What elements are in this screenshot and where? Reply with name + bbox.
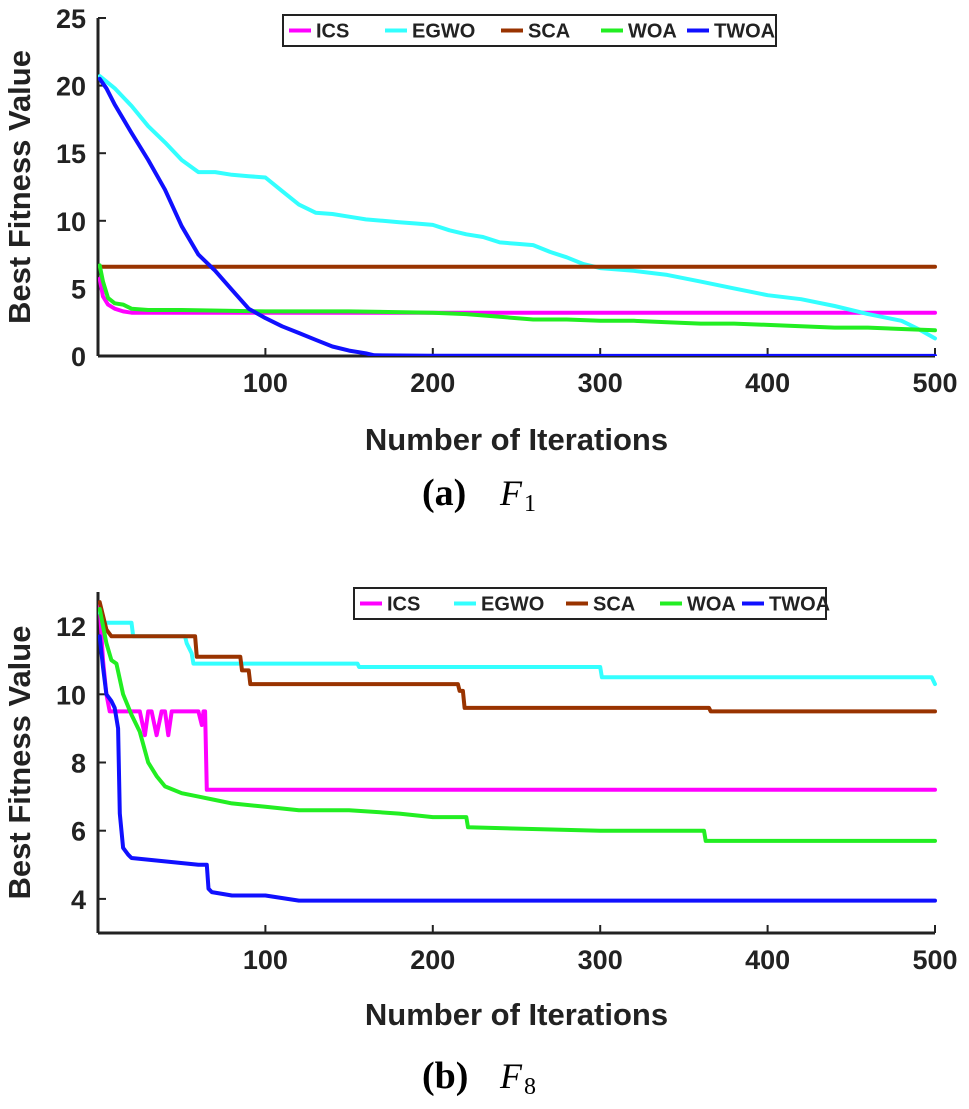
y-tick-label: 8: [71, 749, 86, 779]
caption-subscript: 1: [524, 491, 536, 517]
x-tick-label: 200: [410, 945, 455, 975]
legend-label-twoa: TWOA: [714, 21, 775, 43]
series-line-woa: [98, 607, 937, 843]
legend-label-egwo: EGWO: [412, 21, 475, 43]
x-tick-label: 400: [745, 945, 790, 975]
panel-caption: (a) F 1: [422, 472, 536, 517]
series-line-ics: [98, 276, 937, 315]
y-tick-label: 15: [56, 139, 86, 169]
legend-label-twoa: TWOA: [769, 594, 830, 616]
y-tick-label: 0: [71, 342, 86, 372]
series-line-sca: [98, 600, 937, 714]
y-tick-label: 5: [71, 274, 86, 304]
x-tick-label: 500: [912, 368, 957, 398]
series-group: [98, 74, 937, 356]
series-line-ics: [98, 603, 937, 792]
series-group: [98, 600, 937, 903]
y-tick-label: 6: [71, 817, 86, 847]
x-tick-label: 100: [243, 945, 288, 975]
y-tick-label: 20: [56, 72, 86, 102]
legend: ICS EGWO SCA WOA TWOA: [282, 14, 777, 47]
caption-function: F: [499, 473, 523, 513]
y-tick-label: 12: [56, 612, 86, 642]
legend: ICS EGWO SCA WOA TWOA: [353, 587, 830, 620]
series-line-woa: [98, 263, 937, 333]
x-tick-label: 300: [578, 945, 623, 975]
y-tick-label: 10: [56, 680, 86, 710]
caption-subscript: 8: [524, 1074, 536, 1100]
y-tick-label: 10: [56, 207, 86, 237]
legend-label-ics: ICS: [387, 594, 420, 616]
series-line-twoa: [98, 76, 937, 356]
chart-panel-a: 100 200 300 400 500 0 5 10 15 20 25 Number of Itera…: [2, 4, 958, 517]
legend-label-sca: SCA: [528, 21, 570, 43]
chart-panel-b: 100 200 300 400 500 4 6 8 10 12 Number of Iteratio…: [2, 587, 958, 1100]
x-tick-label: 200: [410, 368, 455, 398]
y-tick-label: 4: [71, 885, 86, 915]
y-axis-label: Best Fitness Value: [2, 626, 37, 900]
x-tick-label: 300: [578, 368, 623, 398]
x-axis-label: Number of Iterations: [365, 422, 668, 457]
legend-label-woa: WOA: [628, 21, 677, 43]
y-tick-label: 25: [56, 4, 86, 34]
y-axis-label: Best Fitness Value: [2, 50, 37, 324]
x-tick-label: 500: [912, 945, 957, 975]
caption-letter: (b): [422, 1055, 468, 1097]
legend-label-ics: ICS: [316, 21, 349, 43]
series-line-egwo: [98, 74, 937, 341]
series-line-twoa: [98, 634, 937, 903]
legend-label-woa: WOA: [687, 594, 736, 616]
x-tick-label: 100: [243, 368, 288, 398]
caption-letter: (a): [422, 472, 466, 514]
panel-caption: (b) F 8: [422, 1055, 536, 1100]
series-line-egwo: [98, 610, 937, 687]
legend-label-egwo: EGWO: [481, 594, 544, 616]
x-axis-label: Number of Iterations: [365, 997, 668, 1032]
x-tick-label: 400: [745, 368, 790, 398]
legend-label-sca: SCA: [593, 594, 635, 616]
caption-function: F: [499, 1056, 523, 1096]
